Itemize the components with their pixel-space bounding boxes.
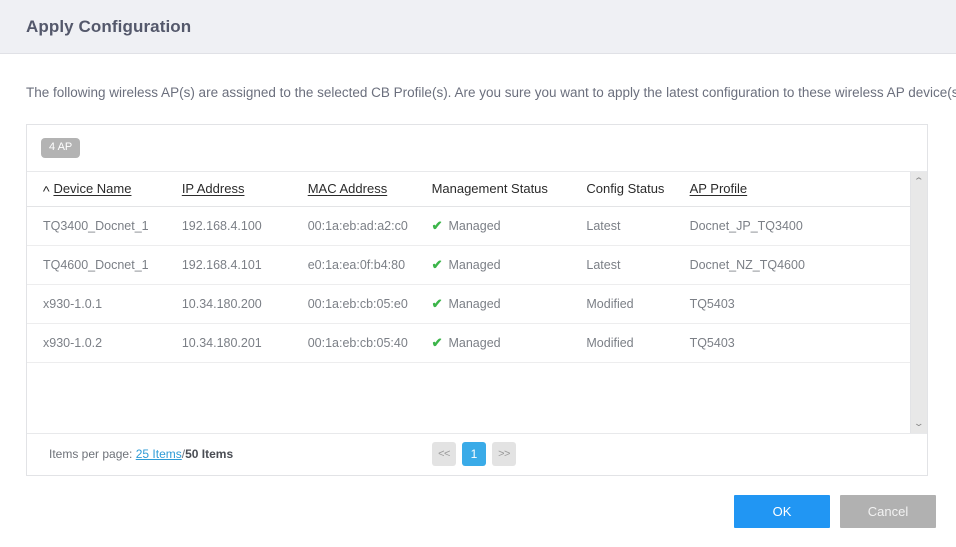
device-table: ˄ Device Name IP Address MAC Address Mana…: [27, 171, 927, 363]
management-status-text: Managed: [448, 335, 501, 350]
column-header-label: Management Status: [431, 180, 548, 196]
column-header-label: AP Profile: [689, 180, 748, 196]
check-icon: ✔: [431, 334, 443, 350]
device-table-body: TQ3400_Docnet_1 192.168.4.100 00:1a:eb:a…: [27, 206, 927, 363]
cell-config-status: Modified: [586, 323, 690, 363]
dialog-actions: OK Cancel: [734, 495, 936, 528]
table-row[interactable]: TQ3400_Docnet_1 192.168.4.100 00:1a:eb:a…: [27, 206, 927, 246]
management-status-text: Managed: [448, 257, 501, 272]
column-header-ap-profile[interactable]: AP Profile: [689, 171, 927, 207]
dialog-body: The following wireless AP(s) are assigne…: [0, 54, 956, 476]
cell-management-status: ✔ Managed: [431, 284, 587, 324]
cell-ip-address: 192.168.4.100: [181, 206, 308, 246]
cell-management-status: ✔ Managed: [431, 323, 587, 363]
dialog-description: The following wireless AP(s) are assigne…: [26, 85, 956, 100]
cell-management-status: ✔ Managed: [431, 245, 587, 285]
total-items-count: 50 Items: [185, 447, 234, 462]
check-icon: ✔: [431, 256, 443, 272]
check-icon: ✔: [431, 217, 443, 233]
cell-mac-address: 00:1a:eb:cb:05:e0: [307, 284, 432, 324]
column-header-label: Device Name: [53, 180, 132, 196]
check-icon: ✔: [431, 295, 443, 311]
column-header-ip-address[interactable]: IP Address: [181, 171, 308, 207]
cell-mac-address: e0:1a:ea:0f:b4:80: [307, 245, 432, 285]
grid-empty-space: [27, 362, 927, 433]
items-per-page-label: Items per page:: [49, 447, 133, 462]
scroll-down-icon[interactable]: ⌄: [913, 417, 925, 428]
column-header-label: Config Status: [586, 180, 665, 196]
column-header-label: MAC Address: [307, 180, 388, 196]
device-grid-scroll-area[interactable]: ˄ Device Name IP Address MAC Address Mana…: [27, 171, 927, 433]
table-toolbar: 4 AP: [27, 125, 927, 172]
management-status-text: Managed: [448, 218, 501, 233]
cell-ip-address: 10.34.180.200: [181, 284, 308, 324]
cell-ap-profile: Docnet_NZ_TQ4600: [689, 245, 927, 285]
column-header-management-status[interactable]: Management Status: [431, 171, 587, 207]
page-title: Apply Configuration: [26, 16, 192, 36]
ap-count-chip[interactable]: 4 AP: [41, 137, 81, 158]
column-header-label: IP Address: [181, 180, 245, 196]
table-footer: Items per page: 25 Items/50 Items << 1 >…: [27, 432, 927, 475]
cell-ap-profile: Docnet_JP_TQ3400: [689, 206, 927, 246]
cell-device-name: x930-1.0.1: [27, 284, 182, 324]
table-row[interactable]: TQ4600_Docnet_1 192.168.4.101 e0:1a:ea:0…: [27, 245, 927, 285]
cell-ip-address: 192.168.4.101: [181, 245, 308, 285]
table-row[interactable]: x930-1.0.2 10.34.180.201 00:1a:eb:cb:05:…: [27, 323, 927, 363]
device-table-panel: 4 AP ˄ Device Name IP Address MAC Address…: [26, 123, 928, 476]
column-header-mac-address[interactable]: MAC Address: [307, 171, 432, 207]
pagination-page-1-button[interactable]: 1: [462, 442, 486, 467]
cell-config-status: Modified: [586, 284, 690, 324]
cell-config-status: Latest: [586, 245, 690, 285]
cell-mac-address: 00:1a:eb:ad:a2:c0: [307, 206, 432, 246]
pagination-prev-button[interactable]: <<: [432, 442, 456, 467]
cell-config-status: Latest: [586, 206, 690, 246]
cancel-button[interactable]: Cancel: [840, 495, 936, 528]
cell-management-status: ✔ Managed: [431, 206, 587, 246]
scroll-up-icon[interactable]: ⌃: [913, 175, 925, 186]
cell-ip-address: 10.34.180.201: [181, 323, 308, 363]
column-header-config-status[interactable]: Config Status: [586, 171, 690, 207]
cell-device-name: TQ3400_Docnet_1: [27, 206, 182, 246]
device-table-head: ˄ Device Name IP Address MAC Address Mana…: [27, 171, 927, 207]
cell-device-name: TQ4600_Docnet_1: [27, 245, 182, 285]
cell-device-name: x930-1.0.2: [27, 323, 182, 363]
items-separator: /: [181, 447, 186, 462]
items-per-page-link[interactable]: 25 Items: [135, 447, 182, 462]
table-row[interactable]: x930-1.0.1 10.34.180.200 00:1a:eb:cb:05:…: [27, 284, 927, 324]
dialog-header: Apply Configuration: [0, 0, 956, 54]
ok-button[interactable]: OK: [734, 495, 830, 528]
cell-mac-address: 00:1a:eb:cb:05:40: [307, 323, 432, 363]
sort-ascending-icon: ˄: [42, 183, 51, 196]
vertical-scrollbar[interactable]: ⌃ ⌄: [910, 171, 927, 433]
cell-ap-profile: TQ5403: [689, 284, 927, 324]
pagination-next-button[interactable]: >>: [492, 442, 516, 467]
items-per-page: Items per page: 25 Items/50 Items: [49, 447, 233, 461]
cell-ap-profile: TQ5403: [689, 323, 927, 363]
pagination: << 1 >>: [432, 442, 516, 467]
table-header-row: ˄ Device Name IP Address MAC Address Mana…: [27, 171, 927, 207]
management-status-text: Managed: [448, 296, 501, 311]
column-header-device-name[interactable]: ˄ Device Name: [27, 171, 182, 207]
